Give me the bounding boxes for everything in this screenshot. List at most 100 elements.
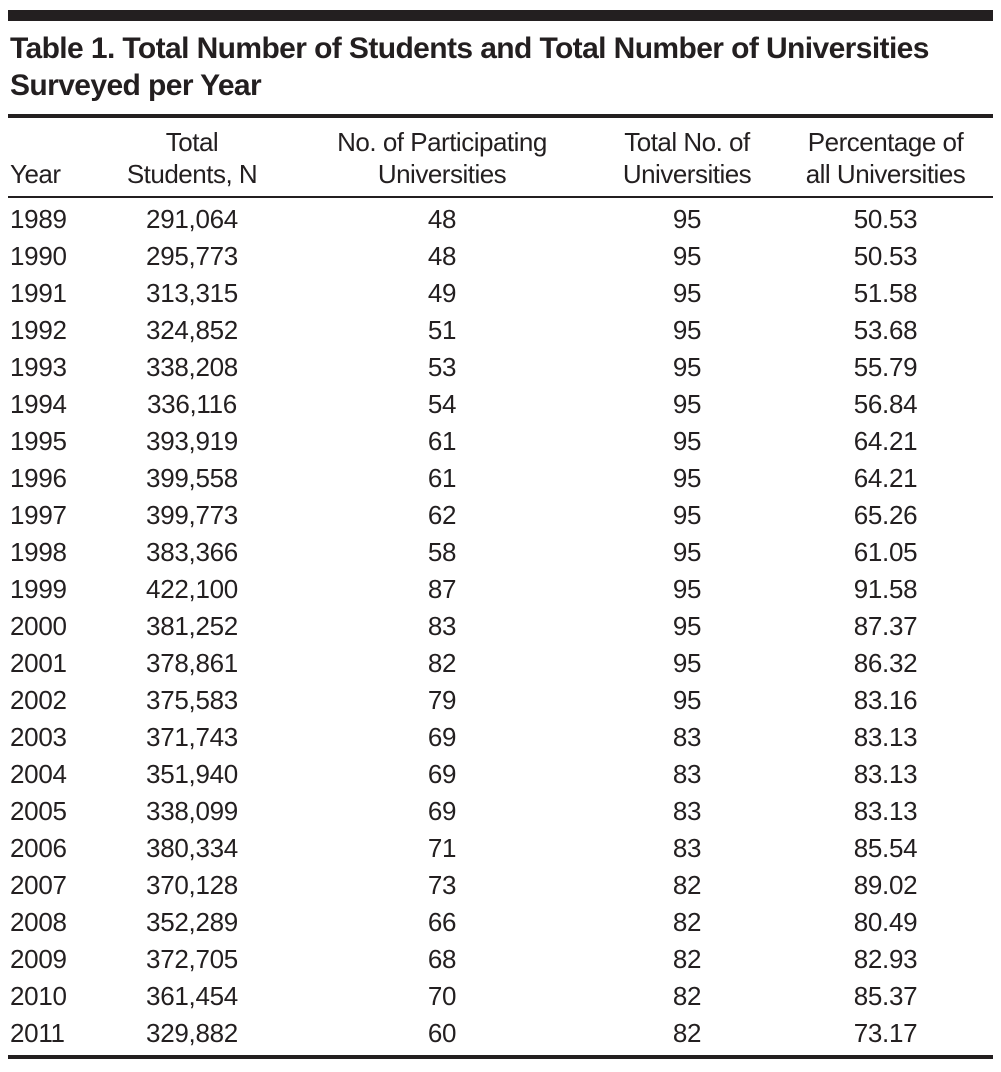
cell-total-students: 370,128 <box>146 870 238 900</box>
cell-year: 2007 <box>10 870 67 900</box>
table-row: 1998 383,366 58 95 61.05 <box>8 534 993 571</box>
col-header-students: Total Students, N <box>96 118 288 198</box>
cell-participating-universities: 82 <box>427 648 457 678</box>
cell-total-students: 422,100 <box>146 574 238 604</box>
table-row: 1990 295,773 48 95 50.53 <box>8 238 993 275</box>
table-row: 2005 338,099 69 83 83.13 <box>8 793 993 830</box>
cell-year: 1989 <box>10 204 67 234</box>
cell-total-universities: 95 <box>672 278 702 308</box>
col-header-total-universities: Total No. of Universities <box>596 118 778 198</box>
cell-participating-universities: 87 <box>427 574 457 604</box>
cell-total-students: 313,315 <box>146 278 238 308</box>
cell-total-students: 399,773 <box>146 500 238 530</box>
table-row: 2000 381,252 83 95 87.37 <box>8 608 993 645</box>
col-header-participating-line1: No. of Participating <box>337 127 547 157</box>
header-row: Year Total Students, N No. of Participat… <box>8 118 993 198</box>
col-header-percentage-line1: Percentage of <box>807 127 964 157</box>
cell-year: 1994 <box>10 389 67 419</box>
table-row: 1992 324,852 51 95 53.68 <box>8 312 993 349</box>
col-header-students-line1: Total <box>165 127 219 157</box>
cell-participating-universities: 48 <box>427 241 457 271</box>
cell-total-universities: 95 <box>672 537 702 567</box>
cell-participating-universities: 60 <box>427 1018 457 1048</box>
cell-percentage: 85.54 <box>853 833 918 863</box>
cell-total-universities: 95 <box>672 611 702 641</box>
cell-total-students: 352,289 <box>146 907 238 937</box>
col-header-total-universities-line1: Total No. of <box>624 127 750 157</box>
cell-participating-universities: 73 <box>427 870 457 900</box>
cell-year: 2006 <box>10 833 67 863</box>
table-body: 1989 291,064 48 95 50.53 1990 295,773 48… <box>8 197 993 1052</box>
cell-total-students: 381,252 <box>146 611 238 641</box>
cell-total-students: 295,773 <box>146 241 238 271</box>
cell-percentage: 64.21 <box>853 426 918 456</box>
cell-participating-universities: 79 <box>427 685 457 715</box>
cell-total-students: 371,743 <box>146 722 238 752</box>
cell-year: 1998 <box>10 537 67 567</box>
cell-year: 2001 <box>10 648 67 678</box>
cell-percentage: 85.37 <box>853 981 918 1011</box>
cell-percentage: 83.13 <box>853 759 918 789</box>
table-title: Table 1. Total Number of Students and To… <box>8 21 993 118</box>
cell-year: 1992 <box>10 315 67 345</box>
cell-percentage: 50.53 <box>853 204 918 234</box>
col-header-percentage-line2: all Universities <box>805 159 966 189</box>
cell-percentage: 64.21 <box>853 463 918 493</box>
table-row: 2010 361,454 70 82 85.37 <box>8 978 993 1015</box>
cell-total-universities: 82 <box>672 981 702 1011</box>
cell-percentage: 89.02 <box>853 870 918 900</box>
cell-participating-universities: 70 <box>427 981 457 1011</box>
cell-participating-universities: 66 <box>427 907 457 937</box>
col-header-year-line2: Year <box>10 159 61 189</box>
cell-year: 1991 <box>10 278 67 308</box>
cell-total-students: 378,861 <box>146 648 238 678</box>
cell-percentage: 87.37 <box>853 611 918 641</box>
col-header-participating-line2: Universities <box>377 159 507 189</box>
cell-total-universities: 83 <box>672 833 702 863</box>
cell-total-students: 383,366 <box>146 537 238 567</box>
table-row: 1995 393,919 61 95 64.21 <box>8 423 993 460</box>
cell-total-students: 329,882 <box>146 1018 238 1048</box>
table-row: 1993 338,208 53 95 55.79 <box>8 349 993 386</box>
top-rule <box>8 10 993 21</box>
cell-year: 1999 <box>10 574 67 604</box>
cell-year: 1997 <box>10 500 67 530</box>
table-row: 2007 370,128 73 82 89.02 <box>8 867 993 904</box>
cell-year: 2009 <box>10 944 67 974</box>
table-row: 2006 380,334 71 83 85.54 <box>8 830 993 867</box>
cell-total-students: 351,940 <box>146 759 238 789</box>
cell-total-universities: 83 <box>672 796 702 826</box>
cell-total-students: 338,208 <box>146 352 238 382</box>
cell-year: 2002 <box>10 685 67 715</box>
cell-total-universities: 95 <box>672 500 702 530</box>
cell-percentage: 83.13 <box>853 796 918 826</box>
cell-year: 2004 <box>10 759 67 789</box>
cell-total-students: 291,064 <box>146 204 238 234</box>
cell-percentage: 83.16 <box>853 685 918 715</box>
table-row: 2011 329,882 60 82 73.17 <box>8 1015 993 1052</box>
table-row: 2003 371,743 69 83 83.13 <box>8 719 993 756</box>
col-header-participating: No. of Participating Universities <box>288 118 596 198</box>
cell-percentage: 55.79 <box>853 352 918 382</box>
col-header-year: Year <box>8 118 96 198</box>
table-row: 2002 375,583 79 95 83.16 <box>8 682 993 719</box>
cell-year: 1990 <box>10 241 67 271</box>
cell-participating-universities: 58 <box>427 537 457 567</box>
cell-participating-universities: 61 <box>427 463 457 493</box>
cell-total-universities: 95 <box>672 315 702 345</box>
col-header-students-line2: Students, N <box>126 159 258 189</box>
table-header: Year Total Students, N No. of Participat… <box>8 118 993 198</box>
table-row: 1996 399,558 61 95 64.21 <box>8 460 993 497</box>
table-row: 1999 422,100 87 95 91.58 <box>8 571 993 608</box>
table-row: 2009 372,705 68 82 82.93 <box>8 941 993 978</box>
cell-year: 1996 <box>10 463 67 493</box>
cell-year: 2003 <box>10 722 67 752</box>
cell-participating-universities: 69 <box>427 796 457 826</box>
cell-percentage: 51.58 <box>853 278 918 308</box>
table-row: 2004 351,940 69 83 83.13 <box>8 756 993 793</box>
bottom-rule <box>8 1055 993 1059</box>
cell-total-universities: 82 <box>672 944 702 974</box>
cell-total-students: 336,116 <box>147 389 237 419</box>
cell-percentage: 80.49 <box>853 907 918 937</box>
